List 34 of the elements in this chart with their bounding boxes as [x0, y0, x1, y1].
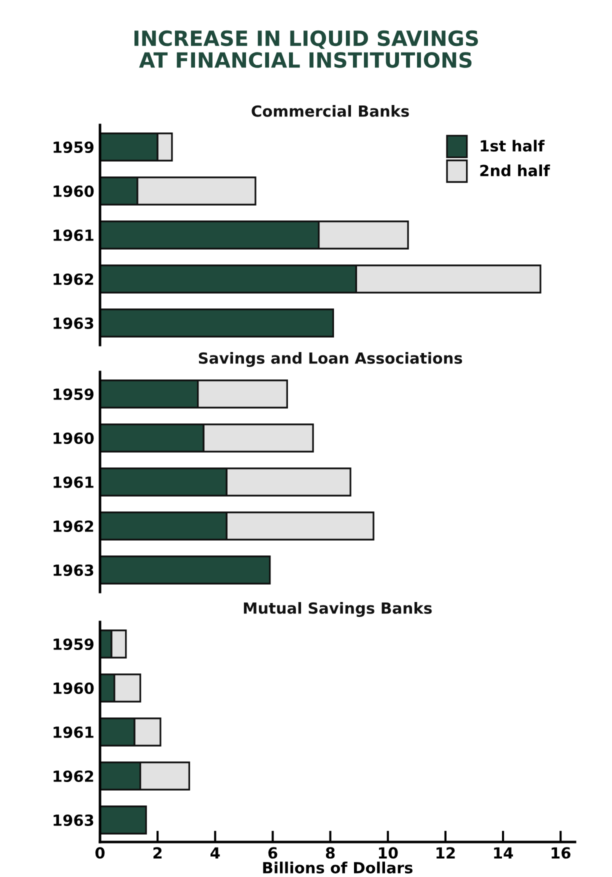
y-tick-label: 1962	[54, 770, 94, 782]
y-tick-label: 1959	[54, 388, 94, 400]
chart-subtitle: Mutual Savings Banks	[244, 602, 432, 617]
x-axis-title: Billions of Dollars	[263, 862, 412, 874]
bar	[100, 556, 271, 584]
y-tick-label: 1961	[54, 229, 94, 242]
y-tick-label: 1960	[54, 432, 94, 444]
x-tick-label: 8	[326, 847, 335, 859]
bar	[100, 308, 334, 338]
x-tick-label: 10	[378, 847, 398, 859]
y-tick-label: 1961	[54, 476, 94, 488]
y-tick-label: 1959	[54, 638, 94, 650]
y-tick-label: 1960	[54, 682, 94, 694]
y-tick-label: 1961	[54, 726, 94, 738]
x-tick-label: 12	[436, 847, 455, 858]
y-tick-label: 1963	[54, 317, 94, 330]
x-tick-label: 2	[153, 847, 162, 858]
chart-title: INCREASE IN LIQUID SAVINGS AT FINANCIAL INSTITUTIONS	[134, 30, 478, 68]
x-tick-label: 14	[494, 847, 513, 858]
x-tick-label: 16	[552, 847, 570, 859]
x-tick-label: 0	[95, 847, 105, 859]
y-tick-label: 1960	[54, 185, 94, 198]
y-tick-label: 1959	[54, 141, 94, 154]
bar	[100, 806, 147, 834]
y-tick-label: 1962	[54, 273, 94, 286]
x-tick-label: 6	[268, 847, 278, 859]
y-tick-label: 1962	[54, 520, 94, 532]
x-tick-label: 4	[210, 847, 220, 858]
legend-label: 1st half	[480, 140, 545, 152]
y-tick-label: 1963	[54, 814, 94, 826]
chart-subtitle: Savings and Loan Associations	[198, 352, 462, 367]
chart-subtitle: Commercial Banks	[252, 105, 409, 117]
y-tick-label: 1963	[54, 564, 94, 576]
legend-label: 2nd half	[480, 164, 550, 176]
